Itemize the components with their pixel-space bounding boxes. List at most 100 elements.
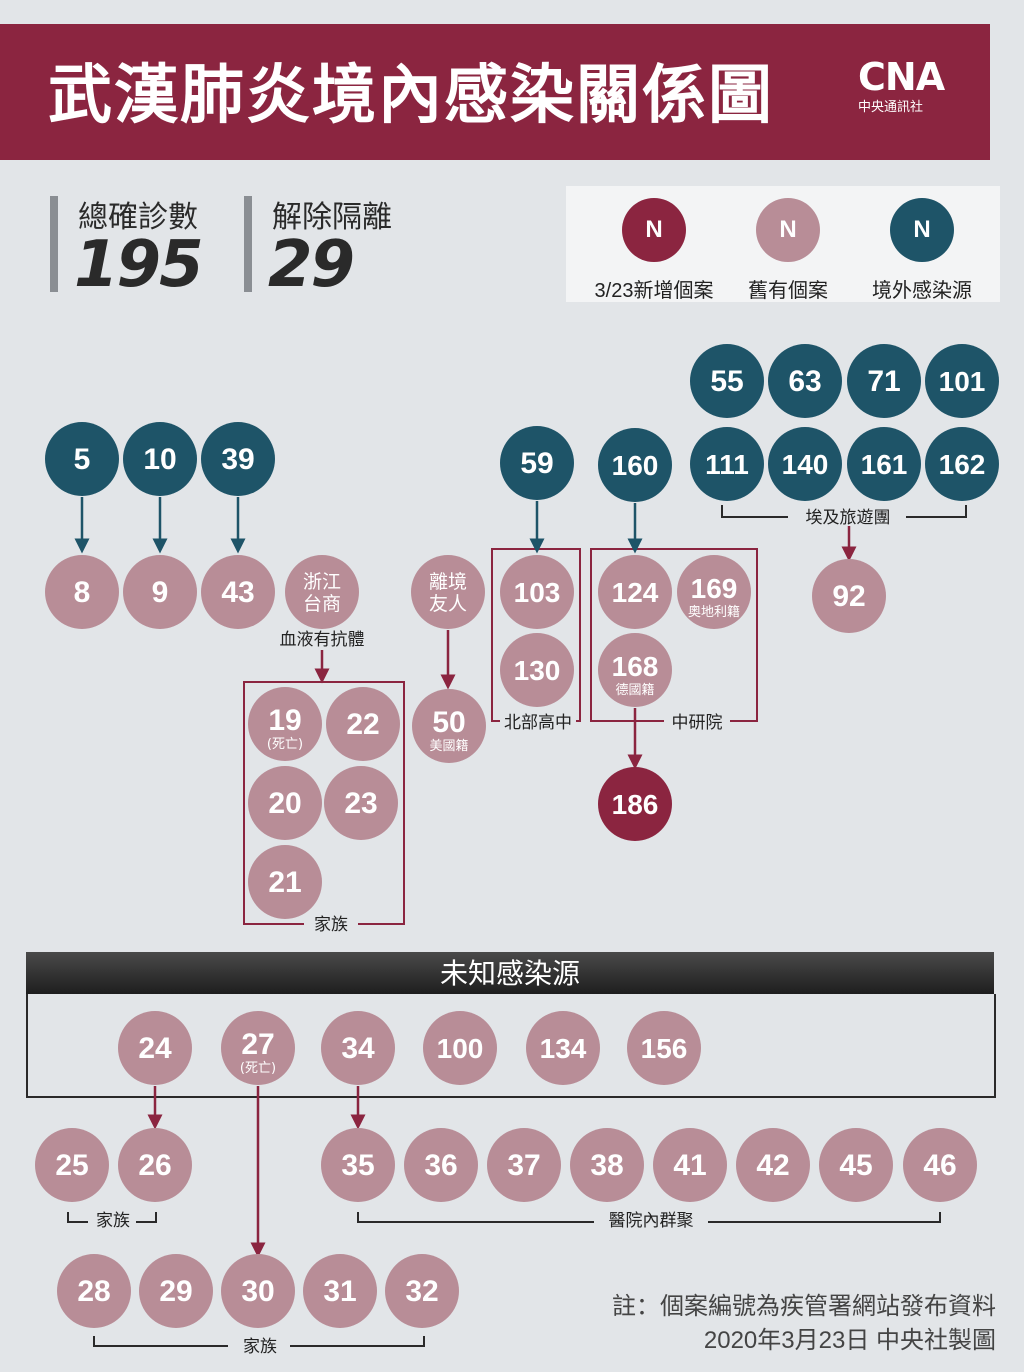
north-highschool-label: 北部高中 bbox=[504, 713, 572, 733]
case-number-169: 169 bbox=[691, 573, 738, 604]
case-number-35: 35 bbox=[341, 1149, 374, 1182]
north-label-bg bbox=[500, 710, 576, 734]
blood-antibody-label: 血液有抗體 bbox=[280, 630, 365, 650]
case-circle-186 bbox=[598, 767, 672, 841]
family3-label: 家族 bbox=[243, 1337, 277, 1357]
case-number-55: 55 bbox=[710, 365, 743, 398]
case-circle-24 bbox=[118, 1011, 192, 1085]
stat-bar bbox=[50, 196, 58, 292]
case-circle-19 bbox=[248, 687, 322, 761]
legend-old-dot: N bbox=[756, 198, 820, 262]
case-number-160: 160 bbox=[612, 450, 659, 481]
case-node-19: 19(死亡) bbox=[248, 687, 322, 761]
case-number-8: 8 bbox=[74, 576, 91, 609]
case-node-34: 34 bbox=[321, 1011, 395, 1085]
case-node-8: 8 bbox=[45, 555, 119, 629]
case-node-28: 28 bbox=[57, 1254, 131, 1328]
case-number-45: 45 bbox=[839, 1149, 872, 1182]
case-node-186: 186 bbox=[598, 767, 672, 841]
case-note-27: (死亡) bbox=[240, 1061, 276, 1076]
case-circle-160 bbox=[598, 428, 672, 502]
case-circle-71 bbox=[847, 344, 921, 418]
case-node-43: 43 bbox=[201, 555, 275, 629]
academia-label: 中研院 bbox=[672, 713, 723, 733]
case-number-63: 63 bbox=[788, 365, 821, 398]
case-node-134: 134 bbox=[526, 1011, 600, 1085]
case-note-168: 德國籍 bbox=[615, 682, 654, 698]
case-node-63: 63 bbox=[768, 344, 842, 418]
case-node-35: 35 bbox=[321, 1128, 395, 1202]
case-node-24: 24 bbox=[118, 1011, 192, 1085]
legend-imported-dot: N bbox=[890, 198, 954, 262]
case-label2-li: 友人 bbox=[429, 593, 467, 615]
case-number-5: 5 bbox=[74, 443, 91, 476]
case-number-134: 134 bbox=[540, 1033, 587, 1064]
case-number-22: 22 bbox=[346, 708, 379, 741]
case-number-92: 92 bbox=[832, 580, 865, 613]
case-circle-111 bbox=[690, 427, 764, 501]
unknown-source-header: 未知感染源 bbox=[26, 952, 994, 994]
case-circle-10 bbox=[123, 422, 197, 496]
case-number-37: 37 bbox=[507, 1149, 540, 1182]
case-node-10: 10 bbox=[123, 422, 197, 496]
case-circle-5 bbox=[45, 422, 119, 496]
case-circle-22 bbox=[326, 687, 400, 761]
case-number-100: 100 bbox=[437, 1033, 484, 1064]
case-node-25: 25 bbox=[35, 1128, 109, 1202]
case-circle-23 bbox=[324, 766, 398, 840]
case-circle-31 bbox=[303, 1254, 377, 1328]
case-circle-41 bbox=[653, 1128, 727, 1202]
case-number-43: 43 bbox=[221, 576, 254, 609]
case-node-41: 41 bbox=[653, 1128, 727, 1202]
case-node-140: 140 bbox=[768, 427, 842, 501]
case-number-19: 19 bbox=[268, 704, 301, 737]
legend: N 3/23新增個案 N 舊有個案 N 境外感染源 bbox=[566, 186, 1000, 302]
case-node-30: 30 bbox=[221, 1254, 295, 1328]
case-number-10: 10 bbox=[143, 443, 176, 476]
case-circle-34 bbox=[321, 1011, 395, 1085]
hospital-label: 醫院內群聚 bbox=[609, 1211, 694, 1231]
case-node-45: 45 bbox=[819, 1128, 893, 1202]
footnote-line1: 註：個案編號為疾管署網站發布資料 bbox=[612, 1293, 996, 1320]
footnote: 註：個案編號為疾管署網站發布資料 2020年3月23日 中央社製圖 bbox=[612, 1290, 996, 1358]
case-circle-9 bbox=[123, 555, 197, 629]
case-circle-36 bbox=[404, 1128, 478, 1202]
case-node-37: 37 bbox=[487, 1128, 561, 1202]
case-circle-124 bbox=[598, 555, 672, 629]
case-circle-39 bbox=[201, 422, 275, 496]
stat-bar bbox=[244, 196, 252, 292]
case-circle-21 bbox=[248, 845, 322, 919]
stat-total-label: 總確診數 bbox=[78, 201, 198, 234]
stat-released-label: 解除隔離 bbox=[272, 201, 392, 234]
case-node-21: 21 bbox=[248, 845, 322, 919]
stat-total-value: 195 bbox=[74, 228, 204, 302]
case-number-46: 46 bbox=[923, 1149, 956, 1182]
case-circle-38 bbox=[570, 1128, 644, 1202]
case-number-140: 140 bbox=[782, 449, 829, 480]
legend-old: N 舊有個案 bbox=[718, 198, 858, 303]
case-circle-63 bbox=[768, 344, 842, 418]
cna-logo: CNA 中央通訊社 bbox=[858, 56, 968, 128]
case-circle-25 bbox=[35, 1128, 109, 1202]
case-circle-29 bbox=[139, 1254, 213, 1328]
case-circle-zj bbox=[285, 555, 359, 629]
case-number-24: 24 bbox=[138, 1032, 172, 1065]
case-number-32: 32 bbox=[405, 1275, 438, 1308]
case-number-161: 161 bbox=[861, 449, 908, 480]
family3-bracket bbox=[93, 1336, 425, 1347]
case-node-124: 124 bbox=[598, 555, 672, 629]
case-number-130: 130 bbox=[514, 655, 561, 686]
case-node-9: 9 bbox=[123, 555, 197, 629]
case-node-26: 26 bbox=[118, 1128, 192, 1202]
case-circle-140 bbox=[768, 427, 842, 501]
case-circle-28 bbox=[57, 1254, 131, 1328]
academia-label-bg bbox=[664, 710, 730, 734]
case-node-32: 32 bbox=[385, 1254, 459, 1328]
case-number-27: 27 bbox=[241, 1028, 274, 1061]
case-node-39: 39 bbox=[201, 422, 275, 496]
case-circle-103 bbox=[500, 555, 574, 629]
case-number-25: 25 bbox=[55, 1149, 88, 1182]
case-node-156: 156 bbox=[627, 1011, 701, 1085]
